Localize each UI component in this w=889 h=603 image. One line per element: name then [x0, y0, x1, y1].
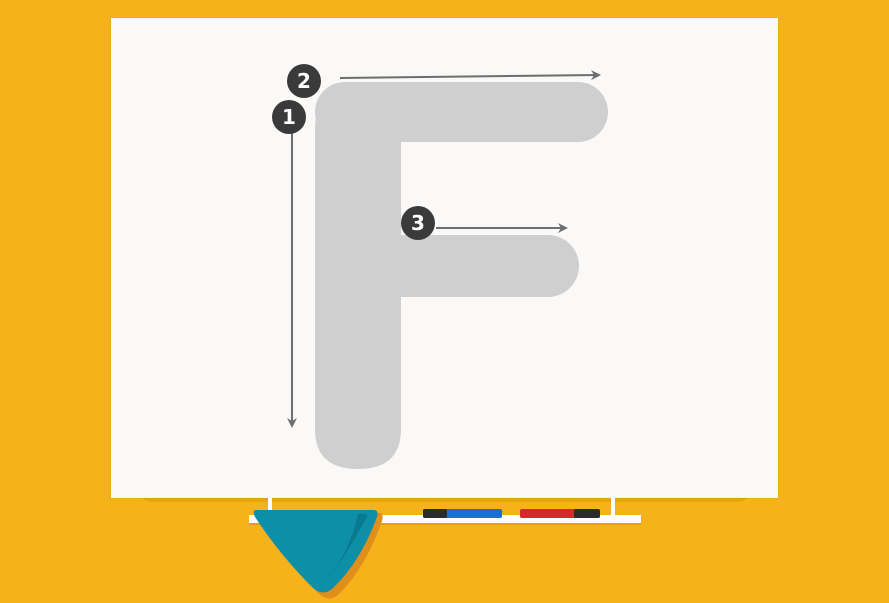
red-marker-icon[interactable] [520, 509, 600, 518]
tray-post-right [611, 497, 615, 515]
step-badge-2: 2 [287, 64, 321, 98]
tray-post-left [268, 497, 272, 515]
eraser-highlight [320, 513, 368, 587]
red-marker-cap [574, 509, 600, 518]
letter-f-middle-bar [341, 235, 579, 297]
marker-tray [249, 515, 641, 523]
eraser-icon[interactable] [250, 507, 390, 603]
blue-marker-icon[interactable] [423, 509, 502, 518]
eraser-body [253, 510, 378, 593]
letter-f-top-bar [315, 82, 608, 142]
blue-marker-cap [423, 509, 447, 518]
letter-f-shape [315, 82, 608, 469]
letter-tracing-canvas[interactable] [111, 18, 778, 498]
whiteboard[interactable]: 1 2 3 [111, 18, 778, 498]
guide-arrow-2 [339, 70, 601, 81]
step-badge-1: 1 [272, 100, 306, 134]
step-badge-3: 3 [401, 206, 435, 240]
